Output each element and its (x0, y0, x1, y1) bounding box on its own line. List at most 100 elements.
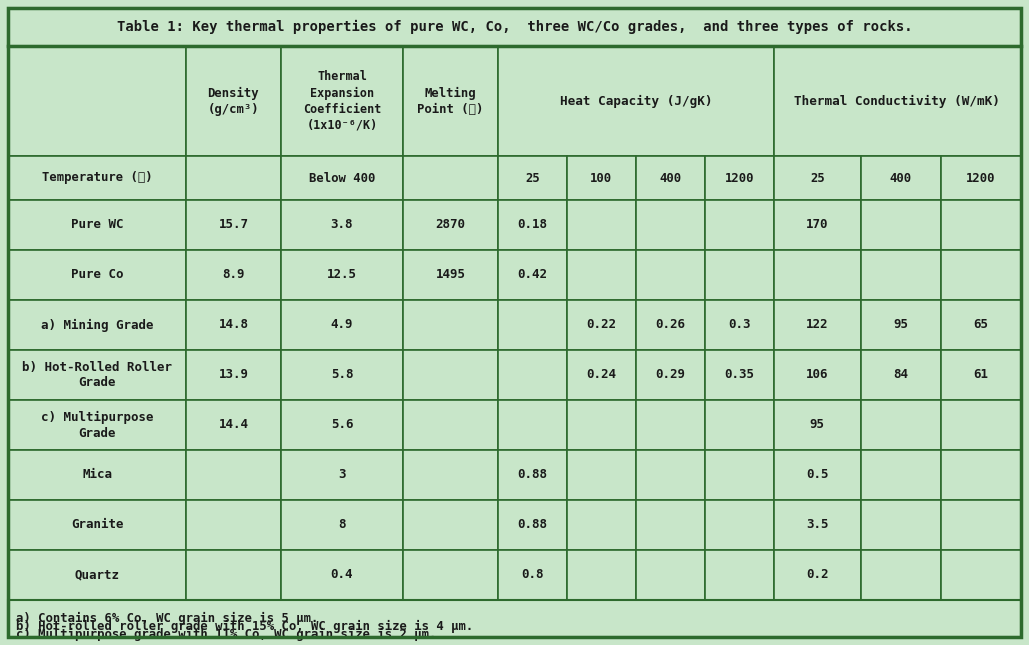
Text: 0.3: 0.3 (729, 319, 750, 332)
Bar (8, 8, 1021, 46)
Bar (8, 500, 186, 550)
Text: Heat Capacity (J/gK): Heat Capacity (J/gK) (560, 94, 712, 108)
Bar (567, 156, 636, 200)
Bar (941, 156, 1021, 200)
Text: 0.8: 0.8 (521, 568, 543, 582)
Text: 95: 95 (893, 319, 909, 332)
Text: 3: 3 (339, 468, 346, 482)
Text: 106: 106 (806, 368, 828, 381)
Bar (774, 250, 860, 300)
Bar (498, 156, 567, 200)
Text: Pure Co: Pure Co (71, 268, 123, 281)
Bar (8, 600, 1021, 637)
Bar (774, 200, 860, 250)
Text: Granite: Granite (71, 519, 123, 531)
Bar (403, 450, 498, 500)
Text: 0.26: 0.26 (655, 319, 685, 332)
Bar (567, 500, 636, 550)
Bar (498, 350, 567, 400)
Bar (186, 200, 281, 250)
Bar (941, 200, 1021, 250)
Bar (636, 200, 705, 250)
Text: 3.5: 3.5 (806, 519, 828, 531)
Bar (186, 400, 281, 450)
Bar (705, 500, 774, 550)
Bar (281, 550, 403, 600)
Bar (705, 200, 774, 250)
Text: 0.5: 0.5 (806, 468, 828, 482)
Bar (567, 400, 636, 450)
Bar (860, 250, 941, 300)
Bar (567, 350, 636, 400)
Text: Thermal Conductivity (W/mK): Thermal Conductivity (W/mK) (794, 94, 1000, 108)
Text: 8: 8 (339, 519, 346, 531)
Bar (941, 450, 1021, 500)
Bar (774, 46, 1021, 156)
Bar (498, 450, 567, 500)
Bar (498, 46, 774, 156)
Bar (403, 500, 498, 550)
Bar (403, 46, 498, 156)
Bar (567, 200, 636, 250)
Text: Melting
Point (℃): Melting Point (℃) (418, 86, 484, 115)
Bar (8, 400, 186, 450)
Text: Pure WC: Pure WC (71, 219, 123, 232)
Bar (941, 400, 1021, 450)
Bar (8, 46, 186, 156)
Text: 84: 84 (893, 368, 909, 381)
Text: 0.42: 0.42 (518, 268, 547, 281)
Bar (403, 400, 498, 450)
Bar (860, 450, 941, 500)
Text: Table 1: Key thermal properties of pure WC, Co,  three WC/Co grades,  and three : Table 1: Key thermal properties of pure … (116, 20, 913, 34)
Bar (636, 156, 705, 200)
Bar (941, 500, 1021, 550)
Text: 25: 25 (525, 172, 539, 184)
Bar (705, 250, 774, 300)
Bar (860, 400, 941, 450)
Text: 65: 65 (973, 319, 989, 332)
Bar (860, 156, 941, 200)
Bar (774, 500, 860, 550)
Bar (8, 156, 186, 200)
Text: Quartz: Quartz (74, 568, 119, 582)
Text: Thermal
Expansion
Coefficient
(1x10⁻⁶/K): Thermal Expansion Coefficient (1x10⁻⁶/K) (303, 70, 381, 132)
Bar (281, 500, 403, 550)
Bar (8, 300, 186, 350)
Bar (705, 550, 774, 600)
Bar (498, 400, 567, 450)
Bar (403, 300, 498, 350)
Bar (8, 350, 186, 400)
Bar (8, 200, 186, 250)
Bar (281, 46, 403, 156)
Text: 15.7: 15.7 (218, 219, 248, 232)
Text: 14.8: 14.8 (218, 319, 248, 332)
Bar (186, 46, 281, 156)
Bar (636, 500, 705, 550)
Bar (186, 300, 281, 350)
Text: a) Mining Grade: a) Mining Grade (41, 319, 153, 332)
Text: 2870: 2870 (435, 219, 465, 232)
Bar (941, 550, 1021, 600)
Text: 0.4: 0.4 (330, 568, 353, 582)
Text: a) Contains 6% Co, WC grain size is 5 μm.: a) Contains 6% Co, WC grain size is 5 μm… (16, 612, 318, 625)
Text: 25: 25 (810, 172, 824, 184)
Text: Density
(g/cm³): Density (g/cm³) (208, 86, 259, 115)
Bar (403, 156, 498, 200)
Text: 4.9: 4.9 (330, 319, 353, 332)
Bar (281, 156, 403, 200)
Text: Mica: Mica (82, 468, 112, 482)
Bar (636, 550, 705, 600)
Text: c) Multipurpose
Grade: c) Multipurpose Grade (41, 410, 153, 439)
Bar (774, 350, 860, 400)
Bar (186, 500, 281, 550)
Bar (403, 350, 498, 400)
Bar (567, 300, 636, 350)
Text: 12.5: 12.5 (327, 268, 357, 281)
Bar (860, 300, 941, 350)
Bar (281, 250, 403, 300)
Bar (774, 156, 860, 200)
Bar (403, 200, 498, 250)
Text: 0.18: 0.18 (518, 219, 547, 232)
Bar (860, 350, 941, 400)
Bar (281, 350, 403, 400)
